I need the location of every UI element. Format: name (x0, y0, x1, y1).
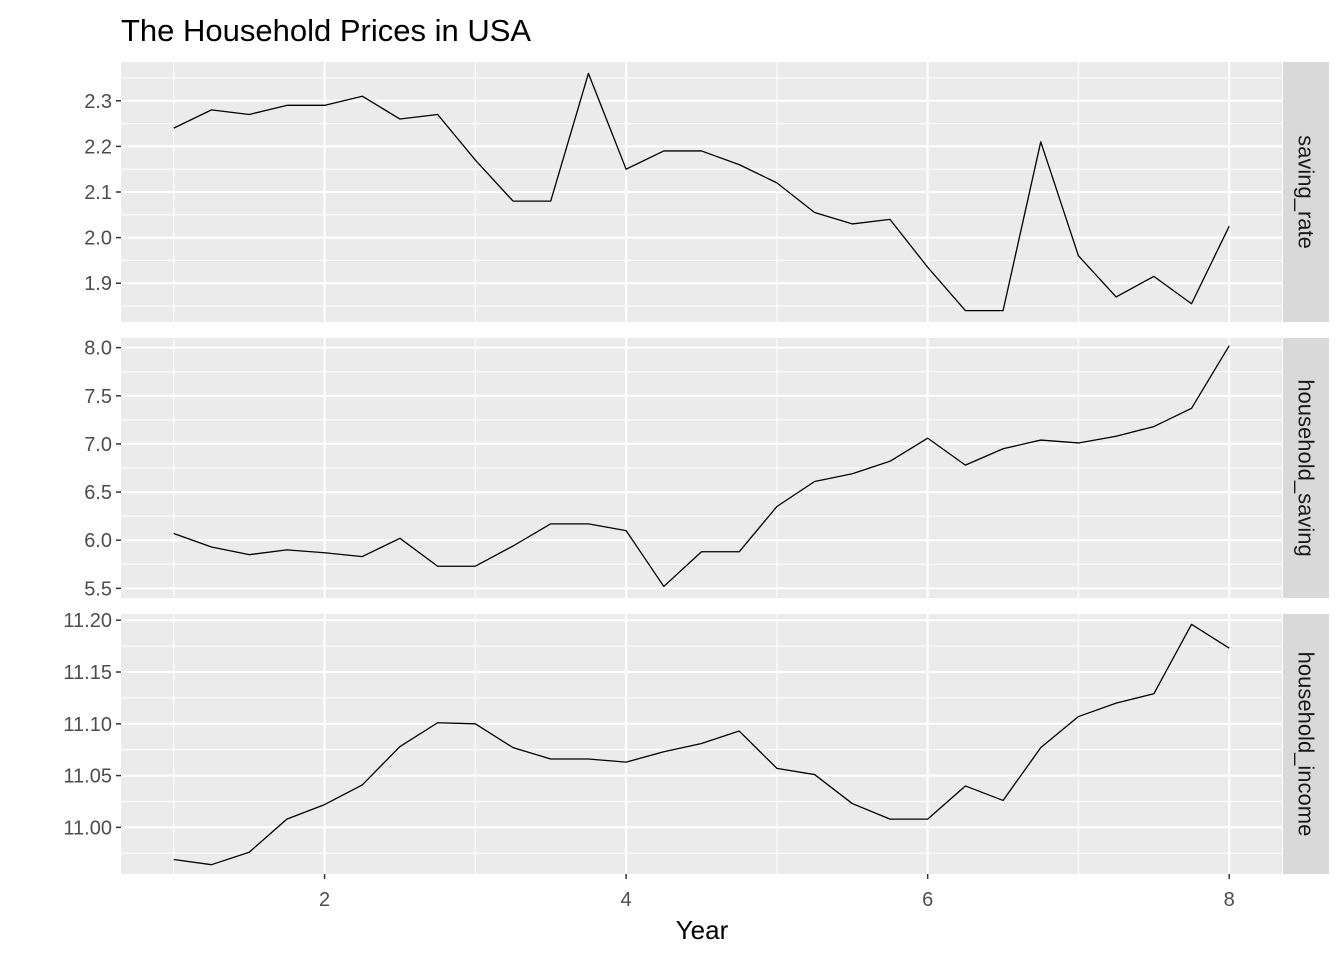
facet-panel-household-income: 11.00 11.05 11.10 11.15 11.20 household_incom… (63, 610, 1329, 874)
x-tick-label: 2 (319, 889, 330, 911)
y-tick-label: 6.5 (84, 482, 112, 504)
facet-panel-household-saving: 5.5 6.0 6.5 7.0 7.5 8.0 household_saving (84, 338, 1329, 600)
facet-strip-label: saving_rate (1294, 135, 1319, 249)
y-tick-label: 11.00 (63, 817, 112, 839)
y-tick-label: 11.05 (63, 766, 112, 788)
facet-panels: 1.9 2.0 2.1 2.2 2.3 saving_rate 5.5 6.0 6.5 7.0 7.… (63, 62, 1329, 874)
y-tick-label: 6.0 (84, 530, 112, 552)
y-tick-label: 11.15 (63, 662, 112, 684)
y-tick-label: 2.2 (84, 136, 112, 158)
y-tick-label: 11.10 (63, 714, 112, 736)
y-tick-label: 2.1 (84, 182, 112, 204)
series-line-household-saving (173, 345, 1230, 588)
x-tick-label: 6 (922, 889, 933, 911)
series-line-saving-rate (173, 72, 1230, 312)
y-tick-label: 7.5 (84, 386, 112, 408)
x-tick-label: 4 (621, 889, 632, 911)
facet-strip-label: household_saving (1294, 379, 1319, 556)
y-tick-label: 2.0 (84, 228, 112, 250)
y-tick-label: 1.9 (84, 273, 112, 295)
facet-strip (1283, 62, 1329, 322)
x-axis-title: Year (676, 915, 729, 945)
facet-strip (1283, 614, 1329, 874)
y-tick-label: 2.3 (84, 91, 112, 113)
facet-panel-saving-rate: 1.9 2.0 2.1 2.2 2.3 saving_rate (84, 62, 1329, 322)
y-tick-label: 8.0 (84, 338, 112, 360)
facet-strip-label: household_income (1294, 652, 1319, 837)
y-tick-label: 5.5 (84, 578, 112, 600)
y-tick-label: 7.0 (84, 434, 112, 456)
y-tick-label: 11.20 (63, 610, 112, 632)
chart-title: The Household Prices in USA (121, 13, 531, 48)
x-tick-label: 8 (1224, 889, 1235, 911)
x-axis: 2 4 6 8 (319, 874, 1235, 911)
series-line-household-income (173, 623, 1230, 866)
facet-strip (1283, 338, 1329, 598)
